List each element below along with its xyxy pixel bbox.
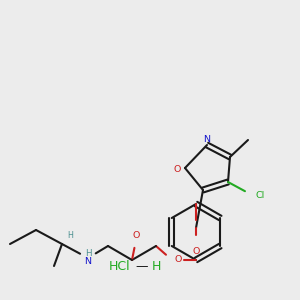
- Text: Cl: Cl: [255, 190, 265, 200]
- Text: N: N: [85, 257, 92, 266]
- Text: HCl: HCl: [109, 260, 131, 274]
- Text: O: O: [132, 232, 140, 241]
- Text: O: O: [174, 256, 182, 265]
- Text: H: H: [67, 232, 73, 241]
- Text: O: O: [173, 166, 181, 175]
- Text: N: N: [203, 136, 211, 145]
- Text: H: H: [85, 248, 91, 257]
- Text: O: O: [192, 247, 200, 256]
- Text: H: H: [151, 260, 161, 274]
- Text: —: —: [136, 260, 148, 274]
